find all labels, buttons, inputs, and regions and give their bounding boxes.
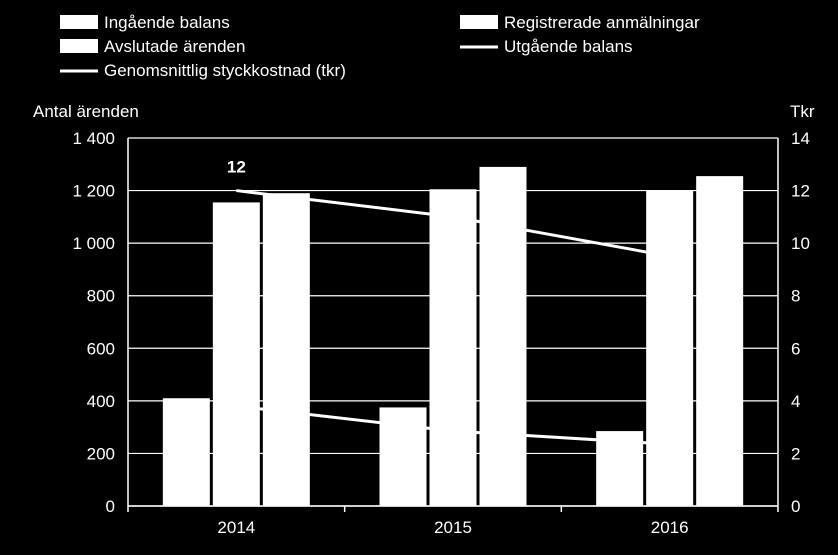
y2-tick-label: 14 (791, 129, 810, 148)
line-styckkostnad (236, 189, 670, 258)
y2-tick-label: 2 (791, 444, 800, 463)
legend-swatch-avslutade-arenden (60, 39, 98, 53)
x-tick-label: 2014 (217, 518, 255, 537)
line-series (236, 189, 670, 446)
legend-label-registrerade-anmalningar: Registrerade anmälningar (504, 13, 700, 32)
y-tick-label: 600 (87, 339, 115, 358)
legend: Ingående balans Registrerade anmälningar… (60, 13, 700, 80)
bar-avslutade-arenden (429, 189, 477, 506)
y-tick-label: 0 (106, 497, 115, 516)
y-tick-label: 1 000 (72, 234, 115, 253)
y-tick-label: 200 (87, 444, 115, 463)
bar-ingaende-balans (162, 398, 210, 506)
y2-tick-label: 4 (791, 392, 800, 411)
bar-third (479, 166, 527, 506)
y-axis-label: Antal ärenden (33, 102, 139, 121)
bar-avslutade-arenden (646, 190, 694, 507)
bars (162, 166, 744, 507)
x-tick-label: 2015 (434, 518, 472, 537)
x-tick-labels: 2014 2015 2016 (217, 518, 688, 537)
y2-tick-labels: 0 2 4 6 8 10 12 14 (791, 129, 810, 516)
y-tick-label: 800 (87, 287, 115, 306)
y-tick-label: 400 (87, 392, 115, 411)
bar-third (696, 176, 744, 506)
data-label: 12 (227, 158, 246, 177)
y-tick-label: 1 400 (72, 129, 115, 148)
y2-tick-label: 6 (791, 339, 800, 358)
legend-label-styckkostnad: Genomsnittlig styckkostnad (tkr) (104, 61, 346, 80)
y-tick-labels: 0 200 400 600 800 1 000 1 200 1 400 (72, 129, 115, 516)
axes (127, 138, 779, 512)
line-utgaende-balans (236, 404, 670, 446)
legend-swatch-registrerade-anmalningar (460, 15, 498, 29)
y2-tick-label: 12 (791, 182, 810, 201)
y-tick-label: 1 200 (72, 182, 115, 201)
y2-tick-label: 0 (791, 497, 800, 516)
y2-tick-label: 8 (791, 287, 800, 306)
legend-label-ingaende-balans: Ingående balans (104, 13, 230, 32)
legend-label-utgaende-balans: Utgående balans (504, 37, 633, 56)
x-tick-label: 2016 (651, 518, 689, 537)
bar-avslutade-arenden (212, 202, 260, 506)
data-labels: 12 (227, 158, 246, 177)
legend-swatch-ingaende-balans (60, 15, 98, 29)
y2-axis-label: Tkr (790, 102, 815, 121)
y2-tick-label: 10 (791, 234, 810, 253)
legend-label-avslutade-arenden: Avslutade ärenden (104, 37, 245, 56)
bar-third (262, 193, 310, 506)
